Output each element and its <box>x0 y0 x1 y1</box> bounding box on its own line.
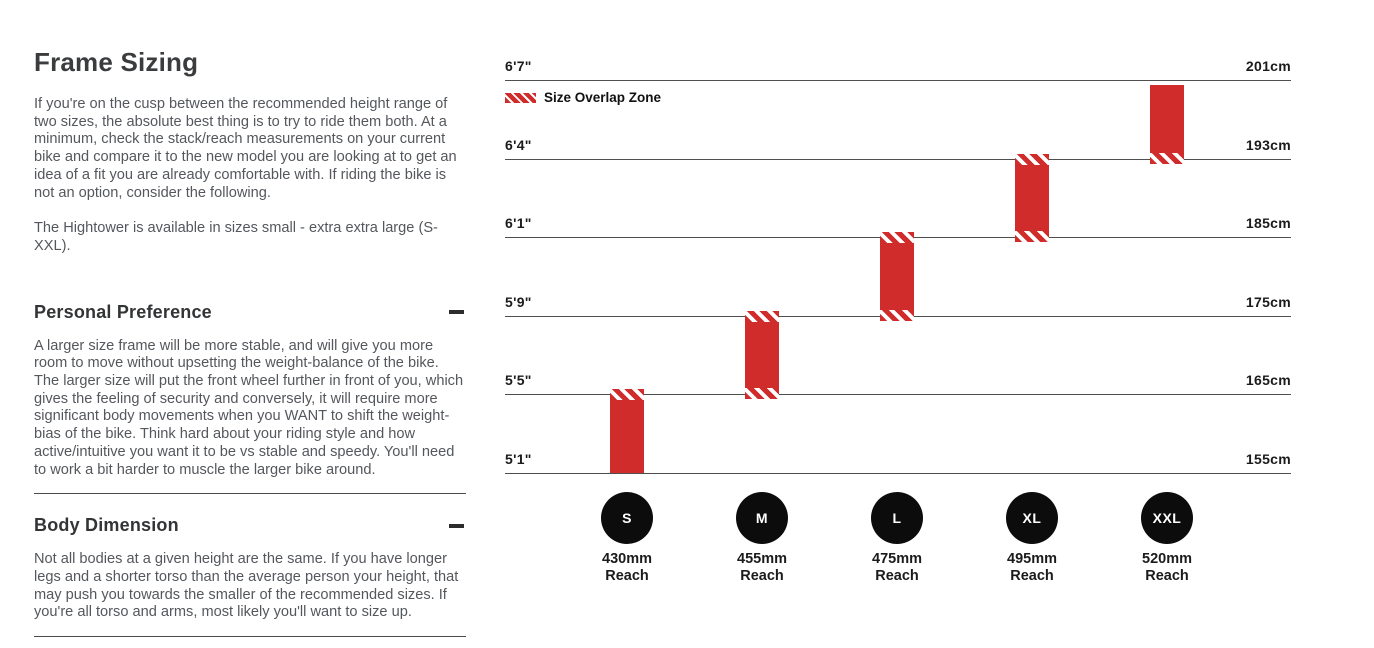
height-label: 5'1" <box>505 451 532 467</box>
size-range-bar-xl <box>1015 154 1049 242</box>
overlap-zone-top <box>745 311 779 322</box>
size-range-bar-l <box>880 232 914 321</box>
reach-label-m: 455mm Reach <box>737 551 787 584</box>
height-label: 5'9" <box>505 294 532 310</box>
height-label: 5'5" <box>505 372 532 388</box>
section-title: Body Dimension <box>34 515 179 536</box>
height-grid-line <box>505 159 1291 160</box>
intro-paragraph: If you're on the cusp between the recomm… <box>34 96 457 201</box>
page-title: Frame Sizing <box>34 47 199 77</box>
height-grid-line <box>505 473 1291 474</box>
overlap-zone-bottom <box>745 388 779 399</box>
reach-label-s: 430mm Reach <box>602 551 652 584</box>
overlap-zone-bottom <box>1150 153 1184 164</box>
height-label: 6'4" <box>505 137 532 153</box>
collapse-minus-icon[interactable] <box>449 523 464 528</box>
cm-label: 201cm <box>1245 58 1291 74</box>
size-badge-s: S <box>601 492 653 544</box>
reach-label-l: 475mm Reach <box>872 551 922 584</box>
section-body-dimension: Body Dimension Not all bodies at a given… <box>34 515 466 622</box>
reach-label-xxl: 520mm Reach <box>1142 551 1192 584</box>
section-divider <box>34 493 466 495</box>
overlap-zone-top <box>1015 154 1049 165</box>
size-badge-m: M <box>736 492 788 544</box>
overlap-hatch-swatch-icon <box>505 92 536 103</box>
section-body: A larger size frame will be more stable,… <box>34 337 464 478</box>
size-range-bar-s <box>610 389 644 473</box>
section-title: Personal Preference <box>34 301 212 322</box>
overlap-zone-bottom <box>1015 231 1049 242</box>
height-label: 6'1" <box>505 215 532 231</box>
size-range-bar-m <box>745 311 779 399</box>
size-range-bar-xxl <box>1150 85 1184 164</box>
size-badge-xl: XL <box>1006 492 1058 544</box>
chart-legend: Size Overlap Zone <box>505 90 661 105</box>
height-grid-line <box>505 80 1291 81</box>
availability-paragraph: The Hightower is available in sizes smal… <box>34 220 438 254</box>
legend-label: Size Overlap Zone <box>544 90 662 105</box>
size-badge-xxl: XXL <box>1141 492 1193 544</box>
section-header-personal-preference[interactable]: Personal Preference <box>34 302 466 323</box>
cm-label: 165cm <box>1245 372 1291 388</box>
cm-label: 185cm <box>1245 215 1291 231</box>
sizing-info-column: Frame Sizing If you're on the cusp betwe… <box>34 47 466 638</box>
cm-label: 193cm <box>1245 137 1291 153</box>
collapse-minus-icon[interactable] <box>449 310 464 315</box>
cm-label: 155cm <box>1245 451 1291 467</box>
section-personal-preference: Personal Preference A larger size frame … <box>34 302 466 480</box>
section-divider <box>34 636 466 638</box>
cm-label: 175cm <box>1245 294 1291 310</box>
overlap-zone-top <box>880 232 914 243</box>
height-label: 6'7" <box>505 58 532 74</box>
size-chart: Size Overlap Zone 6'7" 201cm 6'4" 193cm 6'1"… <box>505 0 1291 648</box>
reach-label-xl: 495mm Reach <box>1007 551 1057 584</box>
size-badge-l: L <box>871 492 923 544</box>
section-body: Not all bodies at a given height are the… <box>34 551 459 621</box>
section-header-body-dimension[interactable]: Body Dimension <box>34 515 466 536</box>
overlap-zone-bottom <box>880 310 914 321</box>
overlap-zone-top <box>610 389 644 400</box>
height-grid-line <box>505 394 1291 395</box>
